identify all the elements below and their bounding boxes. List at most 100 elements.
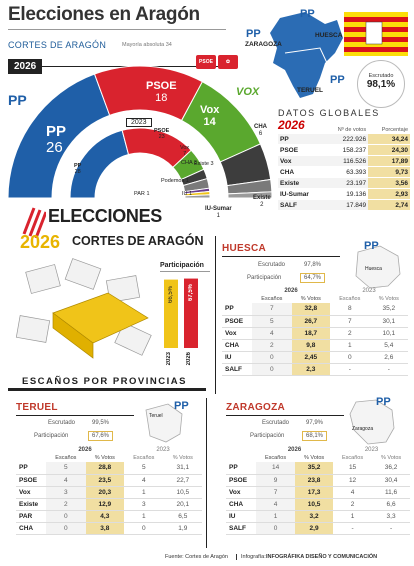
globales-year: 2026 (278, 118, 305, 132)
seats-prev: - (351, 524, 354, 532)
escrutado-value: 98,1% (366, 79, 396, 90)
pp-logo-icon: PP (364, 240, 379, 252)
table-row: Existe 2 12,9 3 20,1 (16, 498, 202, 510)
seats-now: 0 (46, 522, 86, 534)
party-name: PSOE (19, 476, 38, 484)
votes-now: 18,7 (291, 327, 330, 339)
votes-prev: 2,6 (384, 353, 394, 361)
huesca-col-votes: % Votos (300, 296, 321, 302)
zaragoza-escrutado: 97,9% (306, 420, 324, 426)
zaragoza-col-votes-prev: % Votos (380, 455, 402, 461)
zaragoza-rule (226, 415, 344, 416)
votes-now: 23,8 (295, 474, 333, 486)
votes-prev: 10,5 (176, 488, 190, 496)
huesca-escrutado-label: Escrutado (258, 262, 286, 268)
seats-prev: 4 (350, 488, 355, 496)
teruel-table: 2026 2023 Escaños % Votos Escaños % Votos PP… (16, 446, 202, 535)
part-2023-value: 66,5% (168, 286, 174, 304)
cha-seats: 6 (258, 131, 263, 137)
seats-prev: 2 (350, 500, 355, 508)
title-part-a: Elecciones (8, 4, 105, 25)
psoe-logo-icon: PSOE (196, 55, 216, 69)
globales-title: DATOS GLOBALES (278, 108, 380, 118)
inner-cha-seats: 3 (193, 160, 197, 166)
table-row: PSOE 9 23,8 12 30,4 (226, 474, 410, 486)
seats-now: 3 (46, 486, 86, 498)
cha-seats-label: CHA 6 (254, 124, 267, 138)
escanos-rule (8, 388, 206, 391)
pp-logo-icon: PP (174, 400, 189, 412)
table-row: PP 14 35,2 15 36,2 (226, 462, 410, 474)
vox-seats: 14 (203, 116, 216, 128)
existe-seats-label: Existe 2 (253, 195, 271, 209)
party-name: PP (229, 464, 238, 472)
teruel-year-now: 2026 (78, 447, 92, 453)
huesca-col-seats: Escaños (261, 296, 283, 302)
globales-party: IU-Sumar (278, 188, 324, 200)
title-part-b: en Aragón (109, 4, 200, 25)
table-row: PSOE 4 23,5 4 22,7 (16, 474, 202, 486)
zaragoza-col-seats-prev: Escaños (342, 455, 364, 461)
inner-vox-name: Vox (180, 145, 190, 151)
table-row: IU 1 3,2 1 3,3 (226, 510, 410, 522)
year-badge: 2026 (8, 59, 43, 74)
globales-row: PP 222.926 34,24 (278, 134, 410, 145)
seats-now: 7 (256, 486, 296, 498)
party-name: CHA (19, 524, 34, 532)
votes-now: 17,3 (295, 486, 333, 498)
votes-prev: 5,4 (384, 341, 394, 349)
votes-now: 3,2 (295, 510, 333, 522)
party-name: PSOE (229, 476, 248, 484)
aragon-flag-icon (344, 12, 408, 56)
globales-row: Vox 116.526 17,89 (278, 155, 410, 167)
votes-prev: 36,2 (384, 464, 398, 472)
pp-logo-icon: PP (300, 8, 315, 20)
part-2026-value: 67,5% (188, 284, 194, 302)
votes-now: 23,5 (85, 474, 124, 486)
table-row: Vox 7 17,3 4 11,6 (226, 486, 410, 498)
inner-existe-name: Existe (194, 161, 209, 167)
globales-party: SALF (278, 199, 324, 211)
seats-prev: 12 (348, 476, 357, 484)
votes-prev: 31,1 (176, 464, 190, 472)
teruel-col-votes: % Votos (94, 455, 115, 461)
globales-party: CHA (278, 166, 324, 178)
globales-votes: 19.136 (323, 188, 369, 200)
globales-votes: 116.526 (323, 155, 369, 167)
inner-podemos-seats: 1 (185, 178, 189, 184)
party-name: SALF (225, 365, 242, 373)
inner-iu-seats: 1 (189, 191, 193, 197)
zaragoza-year-prev: 2023 (364, 447, 379, 453)
huesca-table: 2026 2023 Escaños % Votos Escaños % Votos PP… (222, 287, 408, 376)
vox-name: Vox (200, 104, 220, 116)
votes-prev: - (389, 524, 393, 532)
cha-name: CHA (254, 124, 267, 130)
inner-psoe-seats: 23 (158, 134, 165, 140)
participacion-bar-2026 (184, 278, 198, 348)
globales-party: PSOE (278, 144, 324, 156)
inner-vox-label: Vox 7 (180, 145, 189, 157)
table-row: PAR 0 4,3 1 6,5 (16, 510, 202, 522)
inner-cha-label: CHA 3 (181, 160, 197, 166)
party-name: PAR (19, 512, 33, 520)
inner-year-badge: 2023 (126, 118, 152, 127)
party-name: CHA (229, 500, 244, 508)
party-name: PP (225, 305, 234, 313)
seats-prev: 1 (350, 512, 355, 520)
part-2026-label: 2026 (186, 352, 192, 366)
votes-now: 2,45 (291, 351, 330, 363)
votes-prev: 6,5 (178, 512, 188, 520)
iu-name: IU-Sumar (205, 206, 232, 212)
inner-par-label: PAR 1 (134, 191, 150, 197)
teruel-title: TERUEL (16, 402, 58, 413)
aragon-map (270, 12, 343, 98)
seats-prev: - (348, 365, 351, 373)
votes-prev: 30,1 (382, 317, 396, 325)
seats-now: 0 (256, 522, 296, 534)
seats-now: 7 (252, 303, 292, 315)
banner-line2: CORTES DE ARAGÓN (72, 234, 204, 248)
teruel-escrutado-label: Escrutado (48, 420, 76, 426)
zaragoza-col-seats: Escaños (265, 455, 287, 461)
globales-pct: 17,89 (368, 155, 410, 167)
globales-votes: 23.197 (323, 177, 369, 189)
